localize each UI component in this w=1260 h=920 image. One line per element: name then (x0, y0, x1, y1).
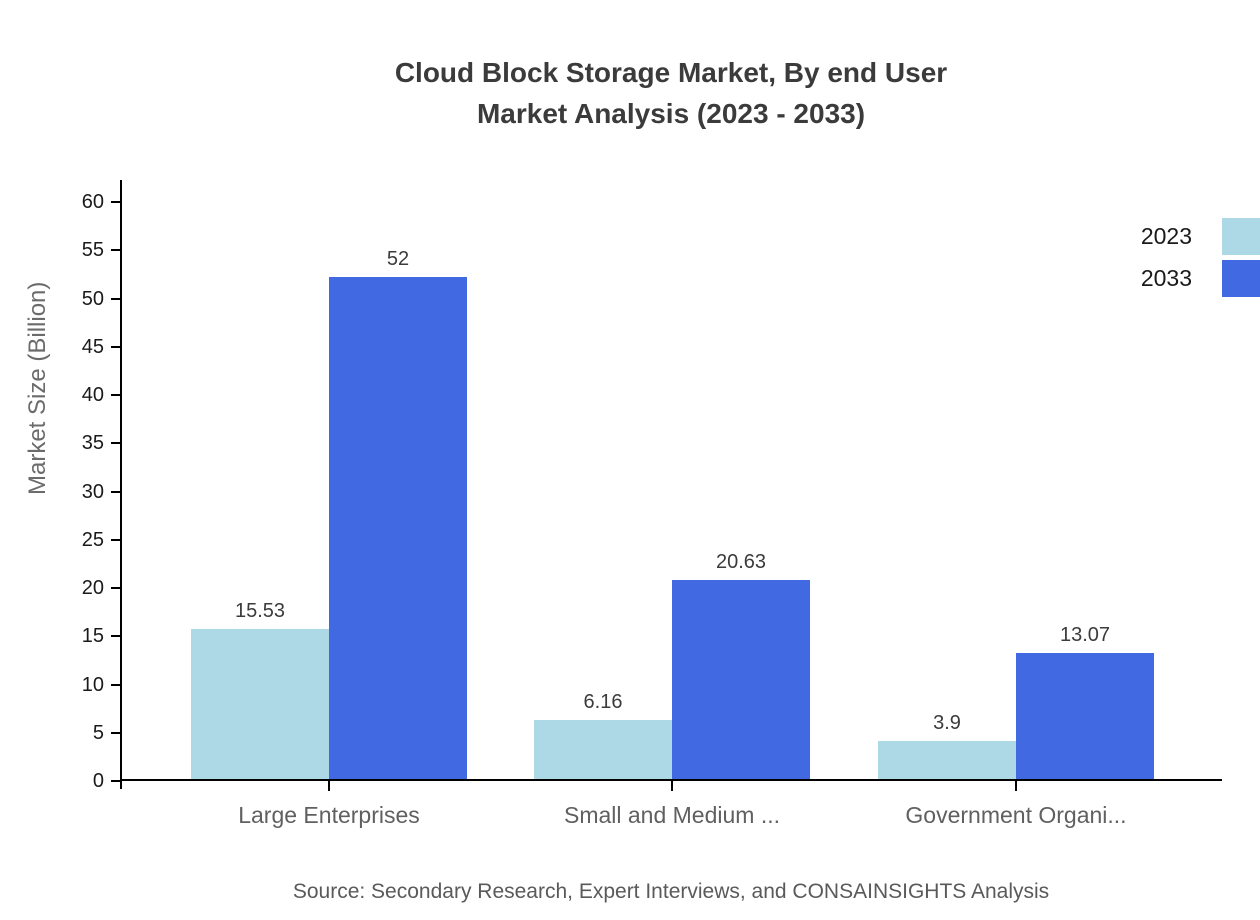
y-tick-label-0: 0 (92, 770, 104, 792)
y-tick-mark-60 (111, 201, 120, 203)
x-tick-label-small-and-medium: Small and Medium ... (563, 802, 781, 828)
x-tick-mark-small-and-medium (671, 781, 673, 791)
legend-label-2033: 2033 (1140, 265, 1192, 291)
chart-title: Cloud Block Storage Market, By end User … (120, 52, 1222, 134)
y-tick-mark-40 (111, 394, 120, 396)
legend-swatch-2033 (1222, 260, 1260, 297)
y-tick-label-25: 25 (81, 528, 104, 551)
y-tick-mark-5 (111, 731, 120, 734)
plot-area: 0 5 10 15 20 25 30 35 40 45 50 55 60 Large Enterprise… (82, 180, 1222, 828)
x-tick-label-government-organi: Government Organi... (905, 802, 1127, 828)
y-tick-label-45: 45 (81, 335, 104, 358)
y-tick-label-60: 60 (81, 191, 104, 213)
y-tick-mark-0 (111, 780, 120, 782)
y-tick-label-15: 15 (81, 625, 104, 648)
legend-swatch-2023 (1222, 218, 1260, 255)
y-tick-mark-30 (111, 490, 120, 493)
bar-value-label-2023-large-enterprises: 15.53 (234, 600, 286, 623)
y-tick-label-5: 5 (92, 721, 104, 744)
bar-value-label-2033-government-organi: 13.07 (1059, 623, 1111, 646)
y-tick-mark-10 (111, 683, 120, 686)
y-tick-mark-50 (111, 297, 120, 300)
x-tick-mark-large-enterprises (328, 781, 330, 791)
bar-2033-government-organi (1016, 652, 1154, 779)
legend: 2023 2033 (1141, 218, 1260, 297)
y-axis-label: Market Size (Billion) (24, 281, 51, 495)
bar-value-label-2033-small-and-medium: 20.63 (715, 550, 767, 573)
bar-2023-small-and-medium (534, 719, 672, 779)
y-tick-mark-25 (111, 538, 120, 541)
y-axis-spine-overhang (120, 779, 122, 789)
bar-2023-large-enterprises (191, 629, 329, 779)
x-tick-mark-government-organi (1015, 781, 1017, 791)
y-tick-mark-20 (111, 587, 120, 589)
y-tick-label-55: 55 (81, 239, 104, 262)
legend-row-2033: 2033 (1141, 260, 1260, 297)
bar-2023-government-organi (878, 741, 1016, 779)
bar-value-label-2023-small-and-medium: 6.16 (583, 690, 623, 713)
y-tick-label-20: 20 (81, 577, 104, 599)
y-tick-mark-45 (111, 345, 120, 348)
y-tick-mark-35 (111, 442, 120, 445)
source-note: Source: Secondary Research, Expert Inter… (292, 880, 1050, 903)
bar-value-label-2033-large-enterprises: 52 (386, 248, 410, 271)
bar-value-label-2023-government-organi: 3.9 (933, 712, 961, 735)
y-tick-label-50: 50 (81, 287, 104, 310)
chart-title-line-2: Market Analysis (2023 - 2033) (476, 98, 866, 129)
legend-row-2023: 2023 (1141, 218, 1260, 255)
y-tick-label-10: 10 (81, 673, 104, 696)
bar-2033-small-and-medium (672, 579, 810, 779)
legend-label-2023: 2023 (1140, 223, 1192, 249)
bar-2033-large-enterprises (329, 277, 467, 779)
y-tick-label-35: 35 (81, 432, 104, 455)
y-tick-label-30: 30 (81, 480, 104, 503)
y-tick-mark-55 (111, 249, 120, 252)
x-tick-label-large-enterprises: Large Enterprises (238, 802, 420, 828)
y-tick-mark-15 (111, 635, 120, 638)
y-tick-label-40: 40 (81, 384, 104, 406)
chart-title-line-1: Cloud Block Storage Market, By end User (394, 57, 948, 88)
